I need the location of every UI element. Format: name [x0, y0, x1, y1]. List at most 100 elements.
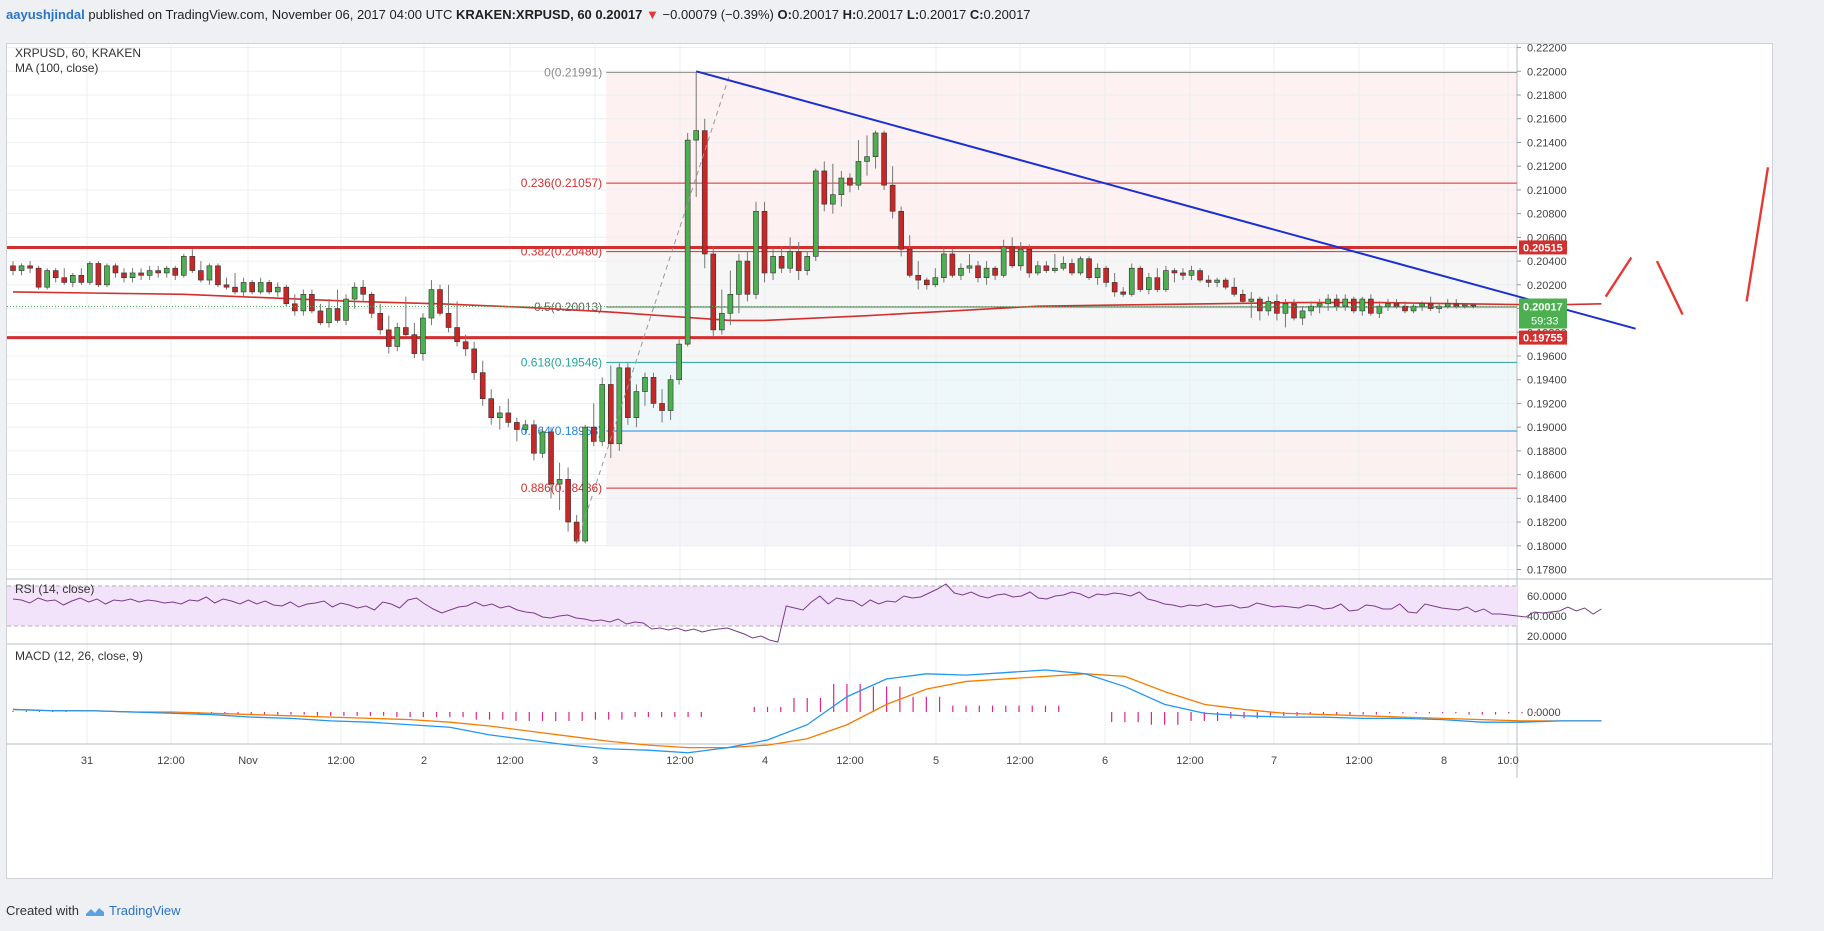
candle-body: [44, 270, 50, 288]
candle-body: [736, 260, 742, 295]
candle-body: [1436, 305, 1442, 309]
last-price: 0.20017: [595, 7, 643, 22]
tradingview-brand: TradingView: [108, 903, 181, 918]
candle-body: [1154, 277, 1161, 290]
candle-body: [1069, 263, 1075, 274]
open-label: O:: [777, 7, 792, 22]
candle-body: [539, 431, 546, 454]
candle-body: [1444, 303, 1451, 307]
candle-body: [488, 398, 495, 418]
tradingview-link[interactable]: TradingView: [85, 903, 181, 918]
candle-body: [855, 161, 862, 186]
candle-body: [496, 412, 503, 418]
macd-line: [12, 669, 1602, 754]
candle-body: [240, 282, 247, 293]
candle-body: [906, 248, 913, 276]
high-value: 0.20017: [856, 7, 904, 22]
candle-body: [385, 329, 392, 347]
price-tick-label: 0.21600: [1527, 114, 1567, 126]
chart-frame[interactable]: 0(0.21991) 0.236(0.21057) 0.382(0.20480) 0.…: [0, 43, 1773, 879]
time-tick-label: Nov: [238, 755, 258, 767]
legend-macd: MACD (12, 26, close, 9): [15, 649, 143, 663]
level-price-tag-text: 0.19755: [1523, 333, 1563, 345]
candle-body: [727, 293, 734, 314]
open-value: 0.20017: [791, 7, 839, 22]
candle-body: [1274, 301, 1280, 314]
fib-zone-bottom: [606, 488, 1517, 546]
author-name[interactable]: aayushjindal: [6, 7, 85, 22]
candle-body: [642, 377, 648, 392]
price-tick-label: 0.17800: [1527, 565, 1567, 577]
time-tick-label: 10:0: [1497, 755, 1518, 767]
price-tick-label: 0.18800: [1527, 446, 1567, 458]
projection-stroke: [1745, 167, 1770, 302]
candle-body: [915, 275, 922, 281]
candle-body: [599, 384, 606, 442]
candle-body: [1453, 303, 1460, 307]
candle-body: [317, 310, 324, 324]
candle-body: [1333, 298, 1340, 307]
candle-body: [1111, 282, 1118, 293]
candle-body: [590, 426, 597, 442]
candle-body: [1231, 286, 1238, 295]
candle-body: [821, 170, 828, 205]
time-tick-label: 7: [1271, 755, 1277, 767]
time-tick-label: 5: [933, 755, 939, 767]
candle-body: [428, 289, 435, 319]
time-tick-label: 12:00: [496, 755, 524, 767]
time-tick-label: 12:00: [836, 755, 864, 767]
trendline: [695, 70, 1636, 330]
candle-body: [761, 210, 768, 274]
price-tick-label: 0.22000: [1527, 66, 1567, 78]
candle-body: [1248, 298, 1255, 302]
candle-body: [155, 270, 161, 274]
candle-body: [394, 327, 401, 347]
candle-body: [556, 479, 563, 485]
time-tick-label: 12:00: [1176, 755, 1204, 767]
level-price-tag: [1519, 240, 1567, 255]
candle-body: [121, 272, 127, 278]
candle-body: [795, 251, 802, 271]
candle-body: [966, 265, 973, 269]
candle-body: [1393, 303, 1400, 307]
candle-body: [78, 275, 85, 283]
candle-body: [61, 277, 68, 283]
candle-body: [1009, 246, 1015, 267]
rsi-tick-label: 40.0000: [1527, 611, 1567, 623]
time-tick-label: 31: [81, 755, 93, 767]
candle-body: [1291, 303, 1297, 319]
created-with-text: Created with: [6, 903, 79, 918]
chart-svg[interactable]: 0(0.21991)0.236(0.21057)0.382(0.20480)0.…: [0, 43, 1772, 878]
chart-header: aayushjindal published on TradingView.co…: [6, 3, 1031, 27]
candle-body: [770, 256, 776, 274]
fib-level-label: 0(0.21991): [544, 65, 602, 79]
macd-tick-label: 0.0000: [1527, 707, 1561, 719]
candle-body: [872, 132, 879, 157]
candle-body: [249, 282, 255, 293]
candle-body: [129, 272, 136, 278]
candle-body: [625, 367, 631, 418]
candle-body: [1239, 293, 1246, 302]
candle-body: [1086, 258, 1092, 278]
candle-body: [112, 265, 119, 274]
rsi-tick-label: 20.0000: [1527, 631, 1567, 643]
candle-body: [710, 253, 717, 331]
candle-body: [95, 263, 102, 286]
candle-body: [787, 251, 793, 269]
down-arrow-icon: ▼: [646, 7, 659, 22]
candle-body: [1180, 272, 1186, 276]
candle-body: [1197, 270, 1203, 281]
fib-level-label: 0.236(0.21057): [521, 176, 602, 190]
low-value: 0.20017: [919, 7, 967, 22]
candle-body: [684, 139, 691, 345]
price-tick-label: 0.19000: [1527, 422, 1567, 434]
candle-body: [1470, 304, 1477, 307]
price-tick-label: 0.18200: [1527, 517, 1567, 529]
time-tick-label: 4: [762, 755, 768, 767]
candle-body: [941, 253, 947, 278]
candle-body: [1146, 277, 1152, 290]
candle-body: [1359, 298, 1366, 312]
candle-body: [1462, 304, 1468, 307]
candle-body: [1214, 279, 1220, 283]
candle-body: [360, 286, 366, 295]
